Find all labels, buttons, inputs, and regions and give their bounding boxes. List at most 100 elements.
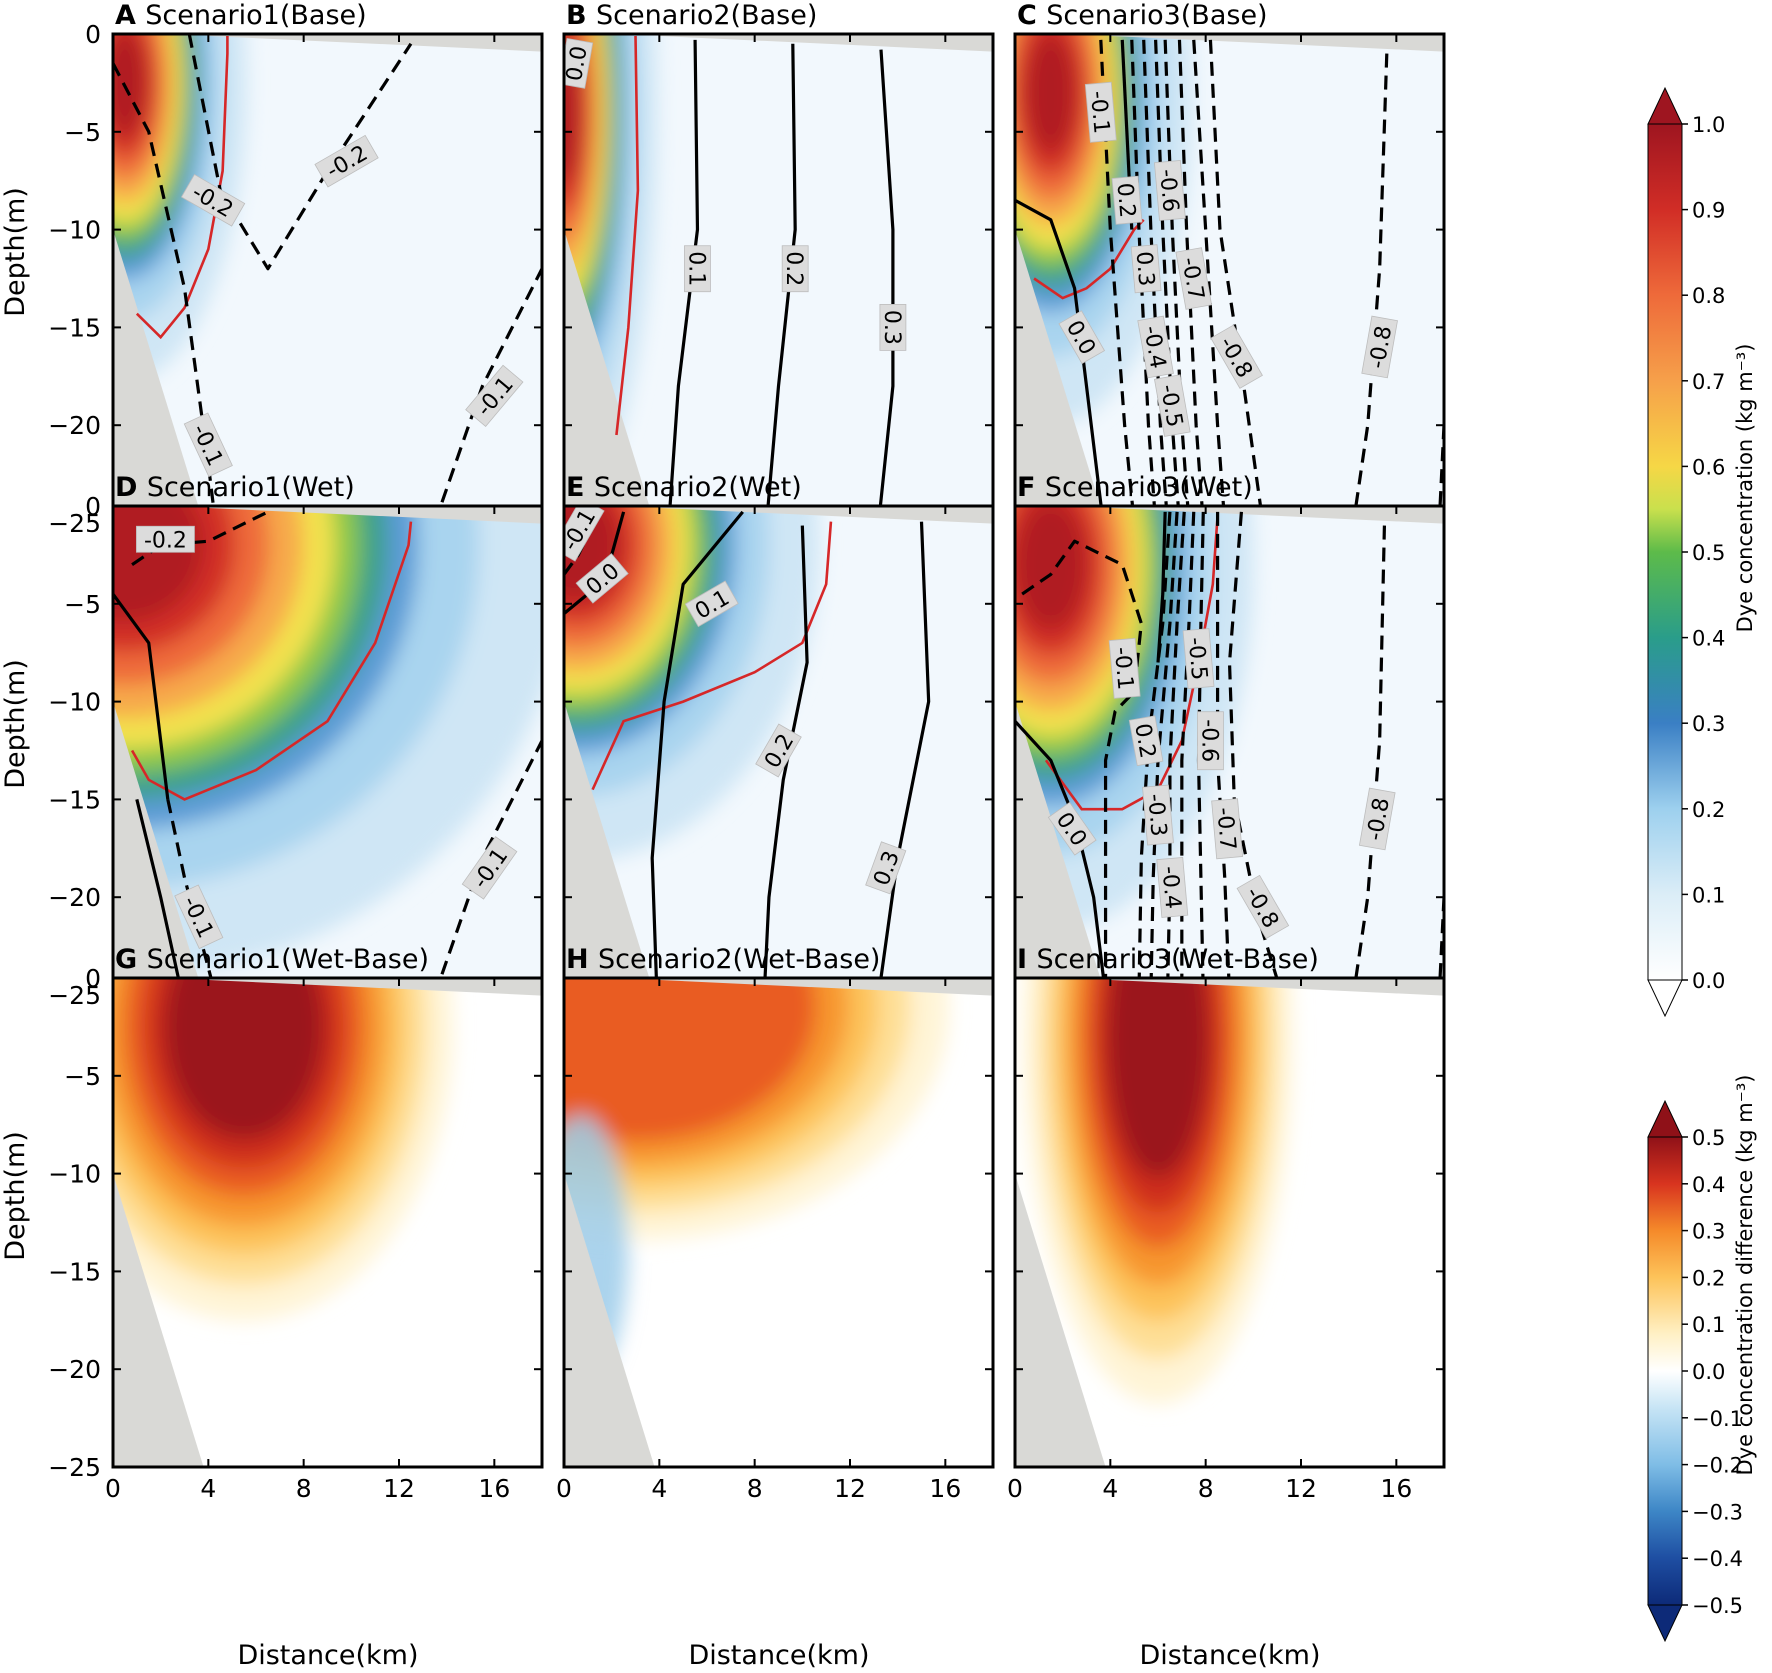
contour-line bbox=[1156, 511, 1167, 663]
colorbar-tick-label: 0.7 bbox=[1692, 370, 1725, 394]
colorbar-concentration-ticks: 0.0 0.1 0.2 0.3 0.4 0.5 0.6 0.7 0.8 0.9 1.0 bbox=[1682, 113, 1725, 993]
panel-a: -0.2-0.2-0.1-0.1 0 −5 −10 −15 −20 −25 A Scenari… bbox=[48, 0, 544, 538]
panel-title-text: Scenario2(Wet) bbox=[594, 472, 802, 503]
colorbar-extend-min-arrow bbox=[1647, 979, 1683, 1018]
contour-label-box bbox=[684, 580, 739, 628]
x-tick-label: 8 bbox=[747, 1474, 763, 1503]
panel-title: F Scenario3(Wet) bbox=[1017, 472, 1253, 503]
contour-line bbox=[877, 521, 931, 995]
threshold-contour-line bbox=[135, 35, 229, 340]
contour-label: -0.4 bbox=[1156, 856, 1189, 918]
x-tick-label: 4 bbox=[651, 1474, 667, 1503]
contour-label: -0.3 bbox=[1142, 784, 1174, 846]
contour-line bbox=[1177, 39, 1205, 523]
plot-area bbox=[113, 978, 542, 1467]
contour-label-box bbox=[1128, 715, 1164, 767]
panel-letter: H bbox=[566, 944, 598, 975]
y-tick-label: −15 bbox=[48, 785, 101, 814]
x-axis-label: Distance(km) bbox=[237, 1640, 418, 1671]
colorbar-tick-label: 0.2 bbox=[1692, 798, 1725, 822]
x-tick-label: 8 bbox=[1198, 1474, 1214, 1503]
y-tick-label: 0 bbox=[85, 20, 101, 49]
axis-ticks: 0 4 8 12 16 0 −5 −10 −15 −20 −25 bbox=[48, 964, 542, 1503]
contour-label-box bbox=[879, 303, 907, 351]
contour-line bbox=[762, 525, 809, 995]
y-tick-label: −25 bbox=[48, 981, 101, 1010]
contour-line bbox=[433, 267, 542, 523]
contour-line bbox=[1180, 511, 1196, 995]
y-tick-label: −10 bbox=[48, 688, 101, 717]
colorbar-difference-scale bbox=[1647, 1136, 1683, 1606]
panel-title: E Scenario2(Wet) bbox=[566, 472, 802, 503]
contour-label: 0.0 bbox=[564, 37, 594, 89]
contour-label: 0.1 bbox=[683, 245, 711, 293]
surface-mask bbox=[659, 506, 993, 524]
contour-label-box bbox=[465, 364, 524, 427]
colorbar-tick-label: 0.4 bbox=[1692, 627, 1725, 651]
y-axis-label: Depth(m) bbox=[0, 1131, 31, 1261]
surface-mask bbox=[208, 506, 542, 524]
colorbar-tick-label: 0.4 bbox=[1692, 1173, 1725, 1197]
plot-area: -0.2-0.2-0.1-0.1 bbox=[113, 34, 542, 523]
colorbar-tick-label: −0.2 bbox=[1692, 1454, 1743, 1478]
contour-label-text: -0.3 bbox=[1142, 793, 1171, 838]
contour-label-box bbox=[1210, 324, 1263, 389]
panel-title: I Scenario3(Wet-Base) bbox=[1017, 944, 1319, 975]
contour-label: -0.4 bbox=[1137, 315, 1174, 379]
axis-ticks: 0 4 8 12 16 bbox=[1007, 977, 1444, 1503]
colorbar-extend-min-arrow bbox=[1647, 1604, 1683, 1643]
plot-area bbox=[564, 978, 993, 1467]
panel-letter: G bbox=[115, 944, 147, 975]
contour-label-box bbox=[136, 525, 195, 553]
contour-line bbox=[1021, 539, 1143, 995]
heatmap-field bbox=[113, 506, 542, 978]
y-tick-label: −5 bbox=[64, 1062, 101, 1091]
threshold-contour-line bbox=[591, 521, 833, 791]
heatmap-field bbox=[113, 978, 453, 1321]
contour-label-box bbox=[1154, 160, 1186, 221]
panel-frame bbox=[111, 976, 544, 1469]
contour-label: 0.0 bbox=[575, 553, 629, 604]
contour-label-box bbox=[1197, 711, 1224, 771]
y-tick-label: −20 bbox=[48, 1355, 101, 1384]
contour-label-box bbox=[1182, 628, 1215, 690]
contour-label-box bbox=[1130, 244, 1162, 294]
contour-label: -0.1 bbox=[465, 364, 524, 427]
panel-letter: A bbox=[115, 0, 145, 31]
contour-label: -0.5 bbox=[1182, 628, 1215, 690]
surface-mask bbox=[1110, 978, 1444, 996]
contour-label-text: -0.1 bbox=[1085, 90, 1114, 135]
panel-grid: -0.2-0.2-0.1-0.1 0 −5 −10 −15 −20 −25 A Scenari… bbox=[48, 0, 1446, 1503]
y-axis-label: Depth(m) bbox=[0, 659, 31, 789]
panel-title: H Scenario2(Wet-Base) bbox=[566, 944, 880, 975]
y-tick-label: 0 bbox=[85, 964, 101, 993]
panel-title: B Scenario2(Base) bbox=[566, 0, 817, 31]
axis-ticks: 0 −5 −10 −15 −20 −25 bbox=[48, 492, 542, 1010]
panel-letter: I bbox=[1017, 944, 1036, 975]
threshold-contour-line bbox=[130, 521, 413, 801]
contour-label: -0.1 bbox=[1084, 81, 1117, 143]
panel-title-text: Scenario2(Base) bbox=[596, 0, 817, 31]
y-tick-label: −5 bbox=[64, 118, 101, 147]
colorbar-tick-label: 0.5 bbox=[1692, 1126, 1725, 1150]
surface-mask bbox=[208, 978, 542, 996]
y-tick-label: −10 bbox=[48, 1160, 101, 1189]
contour-label-text: 0.2 bbox=[1129, 722, 1160, 761]
heatmap-field bbox=[1023, 978, 1293, 1404]
contour-label-box bbox=[1211, 798, 1244, 860]
contour-label-box bbox=[1111, 175, 1143, 225]
contour-label-text: -0.7 bbox=[1211, 806, 1240, 851]
contour-label-box bbox=[461, 836, 518, 900]
contour-label-text: -0.4 bbox=[1156, 865, 1185, 910]
contour-label-box bbox=[865, 841, 907, 895]
x-tick-label: 12 bbox=[1285, 1474, 1317, 1503]
colorbar-extend-max-arrow bbox=[1647, 86, 1683, 125]
x-tick-label: 16 bbox=[1380, 1474, 1412, 1503]
land-mask bbox=[113, 229, 204, 523]
contour-line bbox=[113, 62, 218, 523]
y-tick-label: −5 bbox=[64, 590, 101, 619]
threshold-contour-line bbox=[615, 35, 640, 436]
contour-label-box bbox=[564, 37, 594, 89]
y-tick-label: −25 bbox=[48, 1453, 101, 1482]
panel-letter: C bbox=[1017, 0, 1046, 31]
